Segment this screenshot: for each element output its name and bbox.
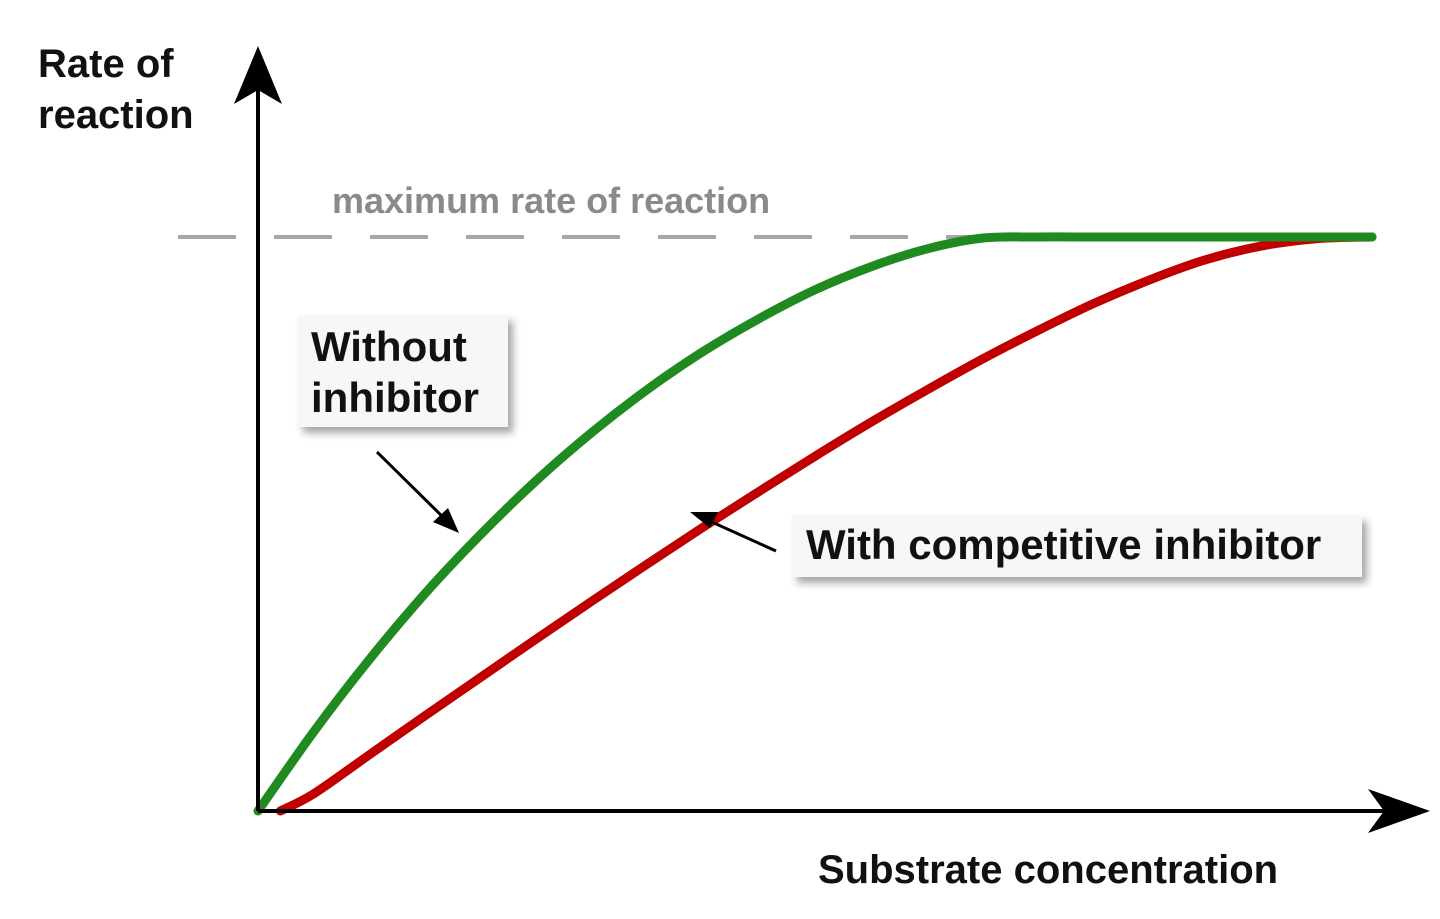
- y-axis-title-line-1: Rate of: [38, 42, 174, 86]
- y-axis-arrowhead: [234, 46, 282, 104]
- legend-label-without-line-1: Without: [311, 323, 467, 370]
- legend-box-without-inhibitor: [298, 315, 508, 427]
- x-axis-arrowhead: [1368, 789, 1430, 833]
- series-layer: [253, 232, 1377, 816]
- legend-label-with-inhibitor: With competitive inhibitor: [806, 521, 1321, 568]
- y-axis-title-line-2: reaction: [38, 93, 194, 137]
- legend-label-without-inhibitor: Without inhibitor: [311, 323, 479, 421]
- max-rate-label: maximum rate of reaction: [332, 180, 770, 221]
- pointer-arrow-without-head: [433, 508, 459, 533]
- pointer-arrow-with-shaft: [702, 516, 777, 553]
- series-line-without-inhibitor: [253, 232, 1377, 816]
- legend-without-inhibitor: Without inhibitor: [298, 315, 508, 533]
- legend-box-with-inhibitor: [792, 515, 1362, 577]
- series-line-with-competitive-inhibitor: [275, 232, 1377, 816]
- pointer-arrow-with-head: [690, 512, 718, 528]
- legend-label-without-line-2: inhibitor: [311, 374, 479, 421]
- x-axis-title: Substrate concentration: [818, 848, 1278, 892]
- legend-with-competitive-inhibitor: With competitive inhibitor: [690, 512, 1362, 577]
- pointer-arrow-without-shaft: [375, 450, 452, 526]
- y-axis-title: Rate of reaction: [38, 42, 194, 137]
